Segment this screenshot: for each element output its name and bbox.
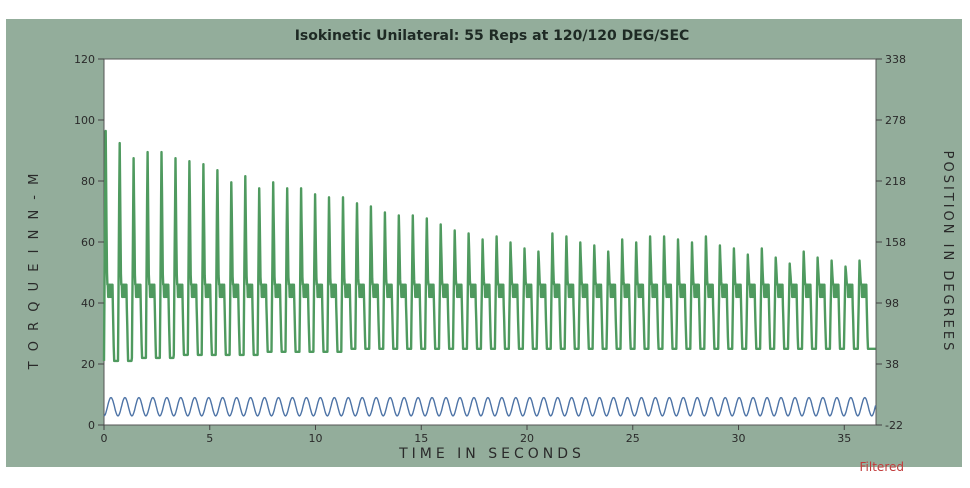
- x-tick-label: 5: [206, 432, 213, 445]
- position-series-line: [103, 396, 877, 417]
- left-axis-ticks: 0 20 40 60 80 100 120: [74, 53, 104, 432]
- y2-tick-label: 278: [885, 114, 906, 127]
- x-axis-ticks: 0 5 10 15 20 25 30 35: [101, 425, 851, 445]
- chart-title: Isokinetic Unilateral: 55 Reps at 120/12…: [295, 28, 690, 44]
- x-tick-label: 20: [520, 432, 534, 445]
- y-tick-label: 120: [74, 53, 95, 66]
- y-tick-label: 0: [88, 419, 95, 432]
- chart-marks: [102, 129, 877, 417]
- y2-axis-label: POSITION IN DEGREES: [940, 151, 955, 354]
- y-tick-label: 100: [74, 114, 95, 127]
- x-axis-label: TIME IN SECONDS: [398, 446, 585, 462]
- y2-tick-label: 338: [885, 53, 906, 66]
- y2-tick-label: 158: [885, 236, 906, 249]
- x-tick-label: 30: [732, 432, 746, 445]
- x-tick-label: 0: [101, 432, 108, 445]
- torque-series-line: [102, 129, 877, 363]
- y2-tick-label: 218: [885, 175, 906, 188]
- y-tick-label: 40: [81, 297, 95, 310]
- plot-area: [103, 58, 877, 426]
- x-tick-label: 25: [626, 432, 640, 445]
- y-tick-label: 20: [81, 358, 95, 371]
- y2-tick-label: 38: [885, 358, 899, 371]
- filtered-annotation: Filtered: [860, 460, 904, 474]
- x-tick-label: 10: [309, 432, 323, 445]
- x-tick-label: 35: [837, 432, 851, 445]
- y-tick-label: 60: [81, 236, 95, 249]
- right-axis-ticks: -22 38 98 158 218 278 338: [876, 53, 906, 432]
- y2-tick-label: 98: [885, 297, 899, 310]
- x-tick-label: 15: [414, 432, 428, 445]
- y2-tick-label: -22: [885, 419, 903, 432]
- y-tick-label: 80: [81, 175, 95, 188]
- y-axis-label: T O R Q U E I N N - M: [27, 171, 42, 371]
